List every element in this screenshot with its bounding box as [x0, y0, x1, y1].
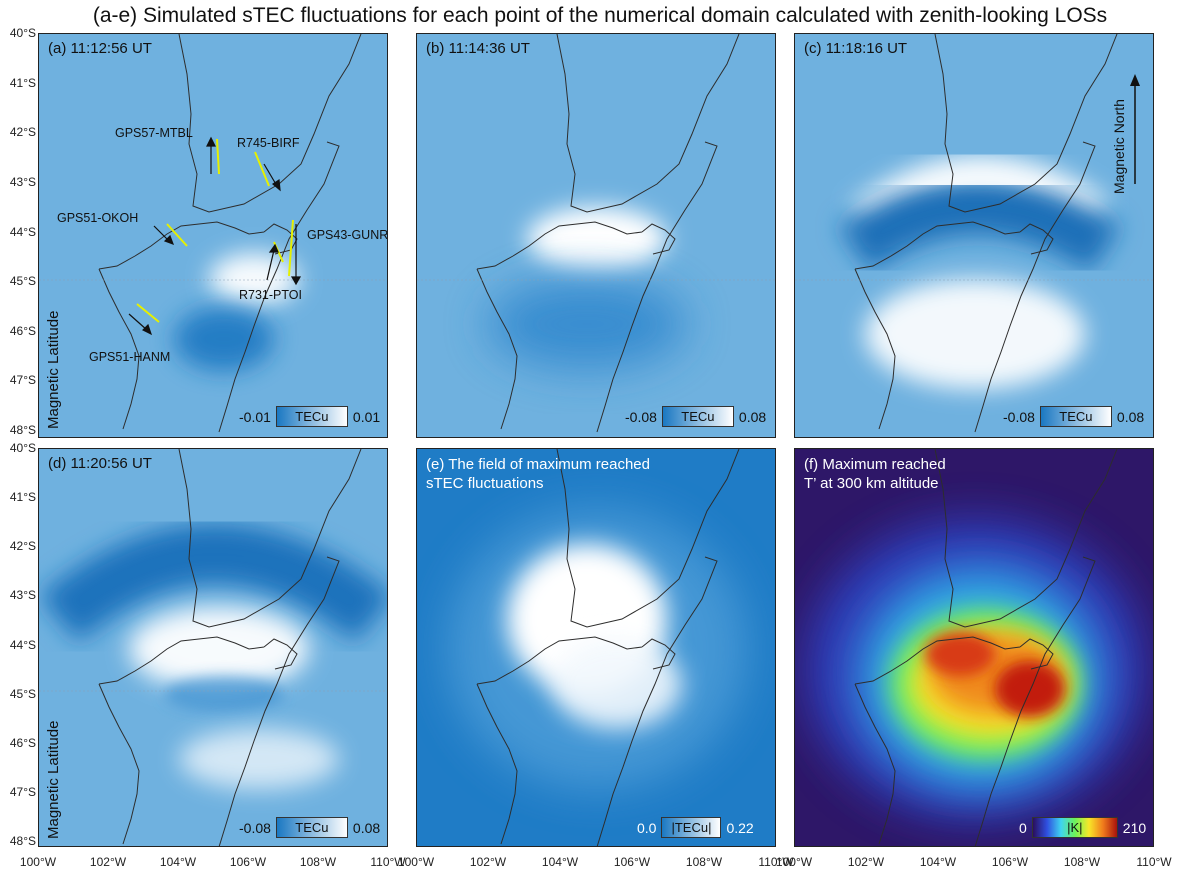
colorbar-c-min: -0.08: [1003, 408, 1035, 425]
colorbar-c-max: 0.08: [1116, 408, 1145, 425]
xtick-7: 102°W: [469, 855, 507, 869]
bottom-ytick-2: 42°S: [9, 539, 36, 554]
colorbar-d-unit: TECu: [275, 817, 348, 838]
top-ytick-4: 44°S: [9, 224, 36, 239]
colorbar-f-max: 210: [1122, 819, 1147, 836]
y-axis-label-top: Magnetic Latitude: [45, 310, 62, 429]
panel-d-field: [39, 449, 387, 846]
panel-e: (e) The field of maximum reached sTEC fl…: [416, 448, 776, 847]
xtick-6: 100°W: [397, 855, 435, 869]
bottom-ytick-6: 46°S: [9, 735, 36, 750]
xtick-2: 104°W: [159, 855, 197, 869]
bottom-ytick-1: 41°S: [9, 490, 36, 505]
colorbar-f: 0 |K| 210: [1019, 817, 1146, 838]
colorbar-a-min: -0.01: [239, 408, 271, 425]
xtick-1: 102°W: [89, 855, 127, 869]
xtick-5: 110°W: [370, 855, 406, 869]
colorbar-b-unit: TECu: [661, 406, 734, 427]
panel-a: (a) 11:12:56 UT GPS57-MTBL R745-BIRF GPS…: [38, 33, 388, 438]
top-ytick-3: 43°S: [9, 174, 36, 189]
bottom-ytick-0: 40°S: [9, 441, 36, 455]
colorbar-e-unit: |TECu|: [661, 817, 722, 838]
station-label-gps57-mtbl: GPS57-MTBL: [115, 126, 193, 140]
station-label-r731-ptoi: R731-PTOI: [239, 288, 302, 302]
xtick-17: 110°W: [1136, 855, 1172, 869]
colorbar-c-unit: TECu: [1039, 406, 1112, 427]
panel-f: (f) Maximum reached T’ at 300 km altitud…: [794, 448, 1154, 847]
panel-e-label: (e) The field of maximum reached sTEC fl…: [426, 455, 650, 493]
panel-b: (b) 11:14:36 UT -0.08 TECu 0.08: [416, 33, 776, 438]
top-ytick-2: 42°S: [9, 125, 36, 140]
panel-a-label: (a) 11:12:56 UT: [48, 40, 152, 57]
colorbar-d-max: 0.08: [352, 819, 381, 836]
figure-title: (a-e) Simulated sTEC fluctuations for ea…: [92, 4, 1108, 27]
colorbar-f-min: 0: [1019, 819, 1027, 836]
bottom-ytick-7: 47°S: [9, 784, 36, 799]
bottom-ytick-5: 45°S: [9, 686, 36, 701]
bottom-ytick-8: 48°S: [9, 834, 36, 848]
colorbar-d-min: -0.08: [239, 819, 271, 836]
bottom-ytick-4: 44°S: [9, 637, 36, 652]
colorbar-f-unit: |K|: [1031, 817, 1118, 838]
top-ytick-5: 45°S: [9, 274, 36, 289]
xtick-4: 108°W: [299, 855, 337, 869]
station-label-gps51-hanm: GPS51-HANM: [89, 350, 171, 364]
station-label-gps51-okoh: GPS51-OKOH: [57, 211, 139, 225]
panel-d-label: (d) 11:20:56 UT: [48, 455, 152, 472]
panel-a-field: [39, 34, 387, 433]
xtick-15: 106°W: [991, 855, 1029, 869]
panel-d: (d) 11:20:56 UT Magnetic Latitude -0.08 …: [38, 448, 388, 847]
y-axis-label-bottom: Magnetic Latitude: [45, 720, 62, 839]
colorbar-d: -0.08 TECu 0.08: [239, 817, 380, 838]
panel-f-field: [805, 449, 1145, 846]
panel-c: (c) 11:18:16 UT Magnetic North -0.08 TEC…: [794, 33, 1154, 438]
bottom-ytick-3: 43°S: [9, 588, 36, 603]
xtick-13: 102°W: [847, 855, 885, 869]
xtick-8: 104°W: [541, 855, 579, 869]
station-label-gps43-gunr: GPS43-GUNR: [307, 228, 388, 242]
panel-c-label: (c) 11:18:16 UT: [804, 40, 908, 57]
xtick-9: 106°W: [613, 855, 651, 869]
top-ytick-8: 48°S: [9, 423, 36, 437]
colorbar-c: -0.08 TECu 0.08: [1003, 406, 1144, 427]
panel-f-label-line1: (f) Maximum reached: [804, 456, 946, 473]
colorbar-e-max: 0.22: [726, 819, 754, 836]
panel-b-label: (b) 11:14:36 UT: [426, 40, 530, 57]
colorbar-b: -0.08 TECu 0.08: [625, 406, 766, 427]
top-ytick-0: 40°S: [9, 26, 36, 40]
xtick-0: 100°W: [19, 855, 57, 869]
panel-e-label-line1: (e) The field of maximum reached: [426, 456, 650, 473]
xtick-12: 100°W: [775, 855, 813, 869]
panel-c-field: [795, 34, 1153, 433]
top-ytick-1: 41°S: [9, 75, 36, 90]
colorbar-a: -0.01 TECu 0.01: [239, 406, 380, 427]
station-label-r745-birf: R745-BIRF: [237, 136, 300, 150]
xtick-16: 108°W: [1063, 855, 1101, 869]
colorbar-b-max: 0.08: [738, 408, 767, 425]
colorbar-b-min: -0.08: [625, 408, 657, 425]
panel-f-label-line2: T’ at 300 km altitude: [804, 475, 939, 492]
colorbar-a-unit: TECu: [275, 406, 348, 427]
xtick-11: 110°W: [758, 855, 794, 869]
colorbar-e: 0.0 |TECu| 0.22: [637, 817, 754, 838]
panel-e-field: [447, 449, 747, 846]
xtick-10: 108°W: [685, 855, 723, 869]
panel-f-label: (f) Maximum reached T’ at 300 km altitud…: [804, 455, 946, 493]
panel-b-field: [417, 34, 775, 433]
colorbar-a-max: 0.01: [352, 408, 381, 425]
colorbar-e-min: 0.0: [637, 819, 657, 836]
panel-e-label-line2: sTEC fluctuations: [426, 475, 544, 492]
top-ytick-7: 47°S: [9, 373, 36, 388]
xtick-14: 104°W: [919, 855, 957, 869]
magnetic-north-label: Magnetic North: [1111, 99, 1127, 194]
top-ytick-6: 46°S: [9, 323, 36, 338]
xtick-3: 106°W: [229, 855, 267, 869]
